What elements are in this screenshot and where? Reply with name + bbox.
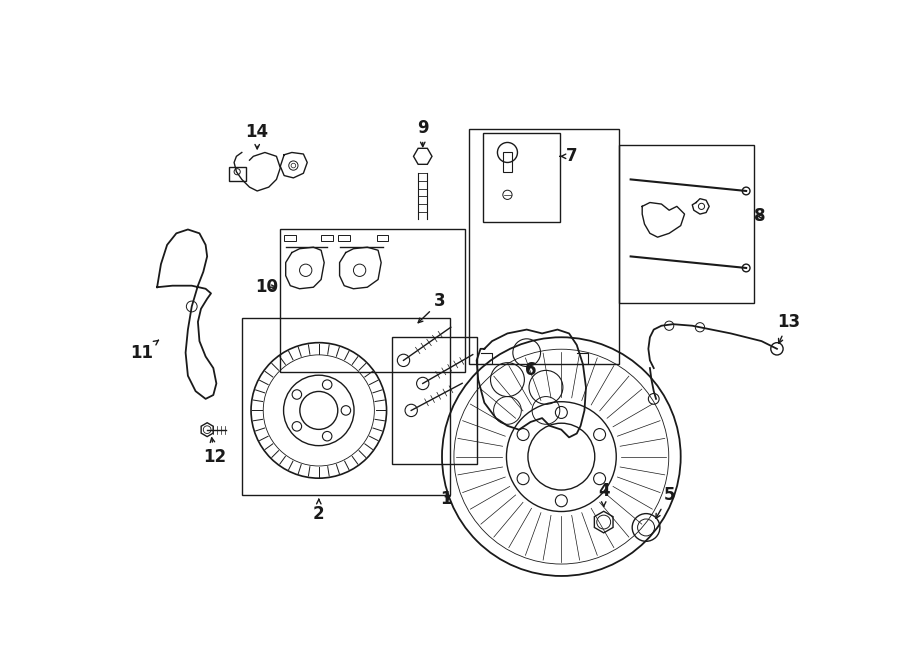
Bar <box>619 145 754 303</box>
Text: 7: 7 <box>560 147 577 165</box>
Text: 1: 1 <box>440 490 452 508</box>
Text: 12: 12 <box>203 438 227 465</box>
Text: 2: 2 <box>313 499 325 524</box>
Bar <box>392 337 477 464</box>
Text: 10: 10 <box>255 278 278 296</box>
Bar <box>321 235 333 241</box>
Bar <box>376 235 388 241</box>
Bar <box>284 235 296 241</box>
Bar <box>482 134 560 222</box>
Text: 11: 11 <box>130 340 158 362</box>
Text: 3: 3 <box>418 292 446 323</box>
Text: 4: 4 <box>598 483 609 506</box>
Bar <box>469 130 619 364</box>
Text: 13: 13 <box>777 313 800 343</box>
Text: 8: 8 <box>754 208 766 225</box>
Bar <box>229 167 246 181</box>
Bar <box>503 153 512 172</box>
Text: 9: 9 <box>417 119 428 147</box>
Bar <box>242 318 450 495</box>
Text: 14: 14 <box>246 123 269 149</box>
Bar <box>280 229 465 372</box>
Bar <box>338 235 349 241</box>
Text: 5: 5 <box>656 486 675 518</box>
Text: 6: 6 <box>525 362 536 379</box>
